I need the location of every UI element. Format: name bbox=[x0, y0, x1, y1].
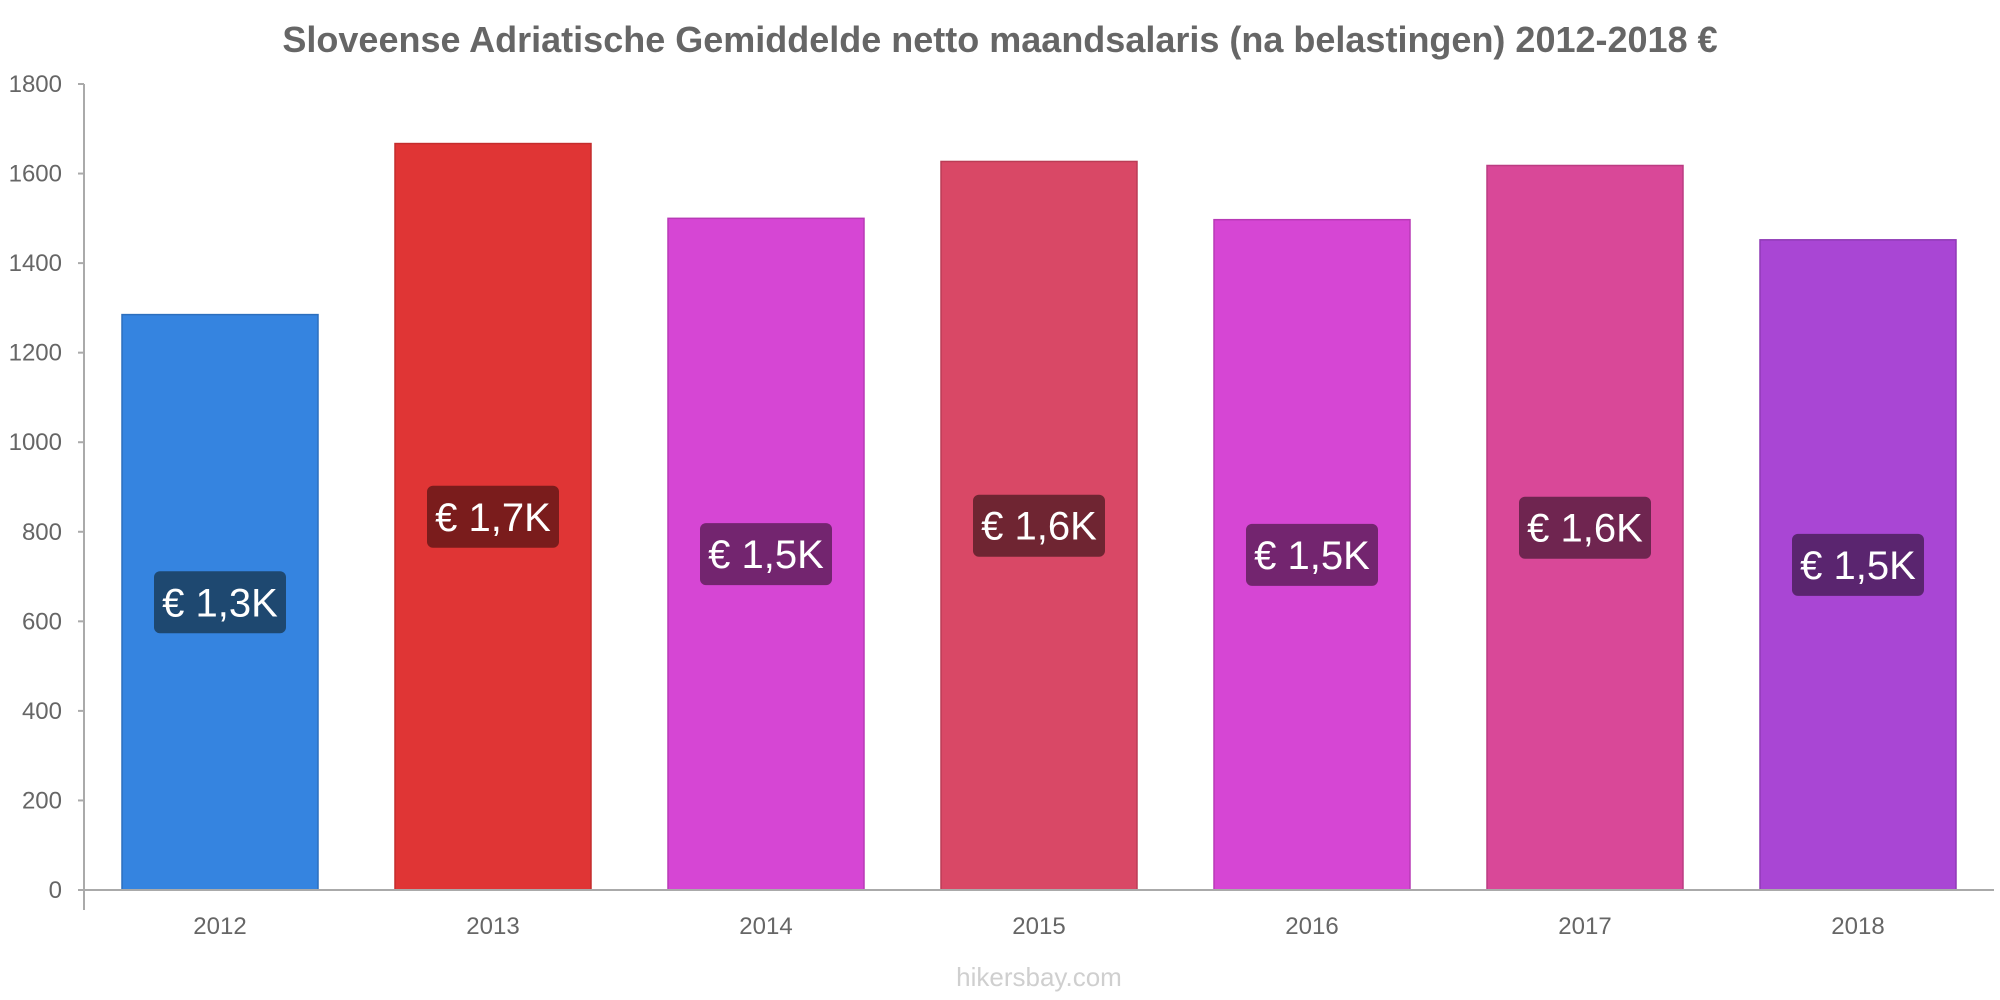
x-tick-label: 2013 bbox=[466, 913, 519, 940]
y-axis-ticks: 0 200 400 600 800 1000 1200 1400 1600 1800 bbox=[9, 71, 84, 904]
data-label: € 1,7K bbox=[435, 496, 551, 540]
data-labels-group: € 1,3K € 1,7K € 1,5K € 1,6K € 1,5K € 1,6K € 1,… bbox=[154, 485, 1924, 634]
y-tick-label: 0 bbox=[49, 877, 62, 904]
y-tick-label: 1400 bbox=[9, 250, 62, 277]
y-tick-label: 200 bbox=[22, 787, 62, 814]
data-label-box bbox=[154, 571, 286, 634]
data-label-box bbox=[1519, 496, 1651, 559]
data-label: € 1,5K bbox=[1254, 534, 1370, 578]
x-tick-label: 2017 bbox=[1558, 913, 1611, 940]
data-label-box bbox=[427, 485, 559, 548]
data-label: € 1,5K bbox=[1800, 544, 1916, 588]
y-tick-label: 1000 bbox=[9, 429, 62, 456]
x-axis-ticks: 2012 2013 2014 2015 2016 2017 2018 bbox=[193, 913, 1884, 940]
y-tick-label: 1800 bbox=[9, 71, 62, 98]
y-tick-label: 600 bbox=[22, 608, 62, 635]
x-tick-label: 2014 bbox=[739, 913, 792, 940]
data-label-box bbox=[973, 494, 1105, 557]
x-tick-label: 2012 bbox=[193, 913, 246, 940]
data-label: € 1,6K bbox=[981, 505, 1097, 549]
x-tick-label: 2016 bbox=[1285, 913, 1338, 940]
y-tick-label: 400 bbox=[22, 698, 62, 725]
y-tick-label: 800 bbox=[22, 519, 62, 546]
data-label-box bbox=[1246, 523, 1378, 586]
y-tick-label: 1600 bbox=[9, 161, 62, 188]
y-tick-label: 1200 bbox=[9, 340, 62, 367]
data-label-box bbox=[700, 523, 832, 586]
data-label: € 1,6K bbox=[1527, 507, 1643, 551]
data-label: € 1,3K bbox=[162, 581, 278, 625]
watermark: hikersbay.com bbox=[956, 962, 1122, 992]
x-tick-label: 2015 bbox=[1012, 913, 1065, 940]
x-tick-label: 2018 bbox=[1831, 913, 1884, 940]
chart-title: Sloveense Adriatische Gemiddelde netto m… bbox=[282, 19, 1717, 60]
data-label-box bbox=[1792, 533, 1924, 596]
data-label: € 1,5K bbox=[708, 533, 824, 577]
